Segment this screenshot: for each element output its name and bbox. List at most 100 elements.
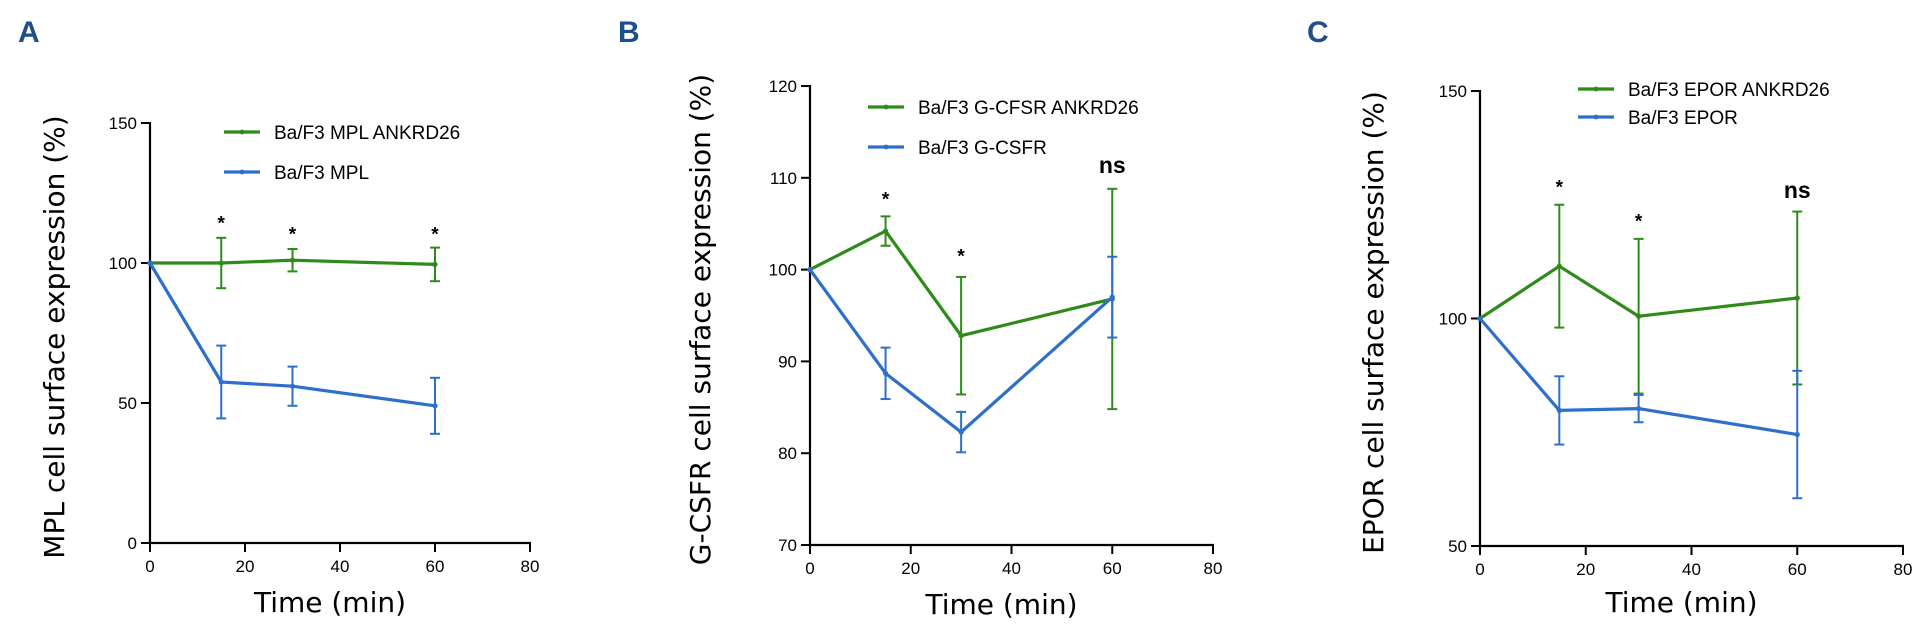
data-point [1794,431,1800,438]
data-point [882,370,889,376]
data-point [218,260,224,266]
x-tick-label: 60 [426,557,445,576]
x-tick-label: 40 [1002,559,1021,578]
data-point [1477,315,1483,322]
series-blue [807,255,1118,454]
x-tick-label: 80 [1894,560,1913,579]
legend-item: Ba/F3 EPOR [1578,108,1738,129]
legend-marker [883,104,889,110]
x-tick-label: 20 [1576,560,1595,579]
data-point [218,379,224,385]
significance-star: * [882,189,890,210]
legend-item: Ba/F3 EPOR ANKRD26 [1578,80,1830,101]
significance-star: * [1556,177,1564,198]
legend-marker [239,129,245,135]
y-tick-label: 110 [770,169,797,188]
legend-item: Ba/F3 MPL [224,163,369,184]
data-point [1794,295,1800,301]
y-tick-label: 0 [128,534,137,553]
significance-ns: ns [1099,152,1126,178]
series-green [1477,203,1803,395]
y-tick-label: 100 [769,261,797,280]
series-green [147,236,440,290]
series-blue [1477,315,1803,500]
legend-label: Ba/F3 EPOR ANKRD26 [1628,80,1830,101]
y-tick-label: 120 [769,77,797,96]
y-axis-title: MPL cell surface expression (%) [38,115,71,558]
y-tick-label: 100 [1439,310,1467,329]
series-line [1479,264,1798,320]
legend-marker [1593,86,1599,92]
x-tick-label: 80 [1204,559,1223,578]
x-tick-label: 0 [145,557,154,576]
y-tick-label: 150 [1439,82,1467,101]
x-tick-label: 60 [1788,560,1807,579]
series-line [808,268,1114,434]
x-tick-label: 80 [521,557,540,576]
data-point [1636,313,1642,319]
significance-star: * [1635,212,1643,233]
x-tick-label: 40 [331,557,350,576]
legend-item: Ba/F3 G-CSFR [868,138,1047,159]
y-tick-label: 150 [109,114,137,133]
legend-label: Ba/F3 G-CSFR [918,138,1047,159]
legend-item: Ba/F3 G-CFSR ANKRD26 [868,98,1139,119]
data-point [1556,407,1562,414]
x-tick-label: 60 [1103,559,1122,578]
x-tick-label: 0 [1475,560,1484,579]
y-tick-label: 90 [778,352,797,371]
data-point [958,333,964,339]
legend-label: Ba/F3 G-CFSR ANKRD26 [918,98,1139,119]
data-point [1636,405,1642,412]
x-axis-title: Time (min) [1604,586,1757,619]
series-green [807,187,1118,411]
legend-item: Ba/F3 MPL ANKRD26 [224,123,460,144]
significance-ns: ns [1784,177,1811,203]
series-line [809,229,1113,338]
significance-star: * [218,213,226,234]
series-line [150,258,436,266]
chart-panel-a: A 0 50 100 150 0 20 40 60 80 Time (min) MPL cell su… [18,16,539,619]
x-tick-label: 20 [236,557,255,576]
significance-star: * [431,225,439,246]
x-tick-label: 40 [1682,560,1701,579]
data-point [882,228,889,234]
data-point [958,429,964,435]
legend-label: Ba/F3 MPL ANKRD26 [274,123,460,144]
x-tick-label: 0 [805,559,814,578]
data-point [432,261,438,267]
panel-label: B [618,16,640,49]
data-point [289,257,296,263]
legend-marker [1593,114,1599,120]
data-point [147,260,153,266]
panel-label: C [1307,16,1329,49]
chart-panel-b: B 70 80 90 100 110 120 0 20 40 60 80 Time (min) G-CSF… [618,16,1222,621]
data-point [1556,263,1562,269]
legend-marker [883,144,889,150]
panel-label: A [18,16,40,49]
x-axis-title: Time (min) [924,588,1077,621]
data-point [807,267,813,273]
legend-label: Ba/F3 EPOR [1628,108,1738,129]
y-tick-label: 80 [778,444,797,463]
series-line [148,262,436,408]
significance-star: * [957,246,965,267]
series-blue [147,260,440,435]
y-axis-title: G-CSFR cell surface expression (%) [684,74,717,565]
data-point [1109,294,1115,300]
data-point [289,383,296,389]
chart-panel-c: C 50 100 150 0 20 40 60 80 Time (min) EPOR cell su… [1307,16,1912,619]
series-line [1478,317,1798,437]
y-tick-label: 70 [778,536,797,555]
y-axis-title: EPOR cell surface expression (%) [1357,91,1390,554]
y-tick-label: 100 [109,254,137,273]
legend-marker [239,169,245,175]
y-tick-label: 50 [1448,537,1467,556]
x-axis-title: Time (min) [253,586,406,619]
x-tick-label: 20 [901,559,920,578]
significance-star: * [289,225,297,246]
y-tick-label: 50 [118,394,137,413]
data-point [432,403,438,409]
legend-label: Ba/F3 MPL [274,163,369,184]
